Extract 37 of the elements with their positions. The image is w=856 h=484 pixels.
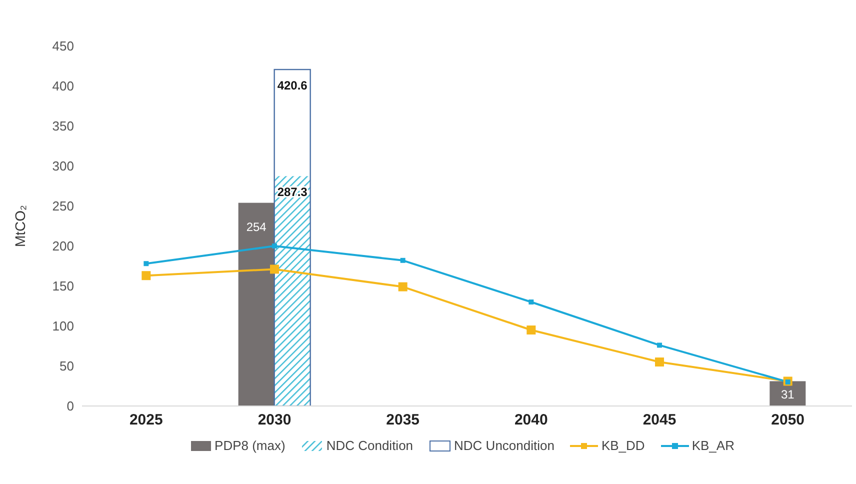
y-tick-label: 0 <box>66 398 74 414</box>
point <box>272 244 277 248</box>
point <box>270 264 279 274</box>
x-tick-label: 2050 <box>771 412 805 429</box>
x-tick-label: 2035 <box>386 412 420 429</box>
data-label: 254 <box>246 220 267 234</box>
point <box>528 300 534 304</box>
y-tick-label: 150 <box>52 278 74 294</box>
y-axis-title: MtCO₂ <box>12 205 28 247</box>
y-tick-label: 200 <box>52 238 74 254</box>
y-tick-label: 350 <box>52 118 74 134</box>
point <box>657 342 662 348</box>
point <box>142 271 151 280</box>
point <box>144 261 149 266</box>
x-tick-label: 2045 <box>642 412 676 429</box>
legend-label: KB_DD <box>600 438 645 453</box>
legend-label: NDC Uncondition <box>453 438 554 453</box>
bar <box>238 202 274 406</box>
x-tick-label: 2025 <box>129 412 163 429</box>
data-label: 420.6 <box>277 78 308 93</box>
y-tick-label: 400 <box>52 78 74 94</box>
point <box>400 258 406 263</box>
bar <box>274 68 311 406</box>
legend-label: PDP8 (max) <box>214 438 286 453</box>
y-tick-label: 300 <box>52 158 74 174</box>
point <box>526 326 536 334</box>
point <box>655 358 664 366</box>
x-tick-label: 2030 <box>258 412 292 429</box>
legend-label: KB_AR <box>690 438 734 453</box>
y-tick-label: 100 <box>52 318 74 334</box>
y-tick-label: 250 <box>52 198 74 214</box>
legend-label: NDC Condition <box>325 438 414 453</box>
data-label: 31 <box>780 388 795 402</box>
point <box>398 282 408 292</box>
y-tick-label: 450 <box>52 38 74 54</box>
y-tick-label: 50 <box>60 358 74 374</box>
x-tick-label: 2040 <box>514 412 548 429</box>
